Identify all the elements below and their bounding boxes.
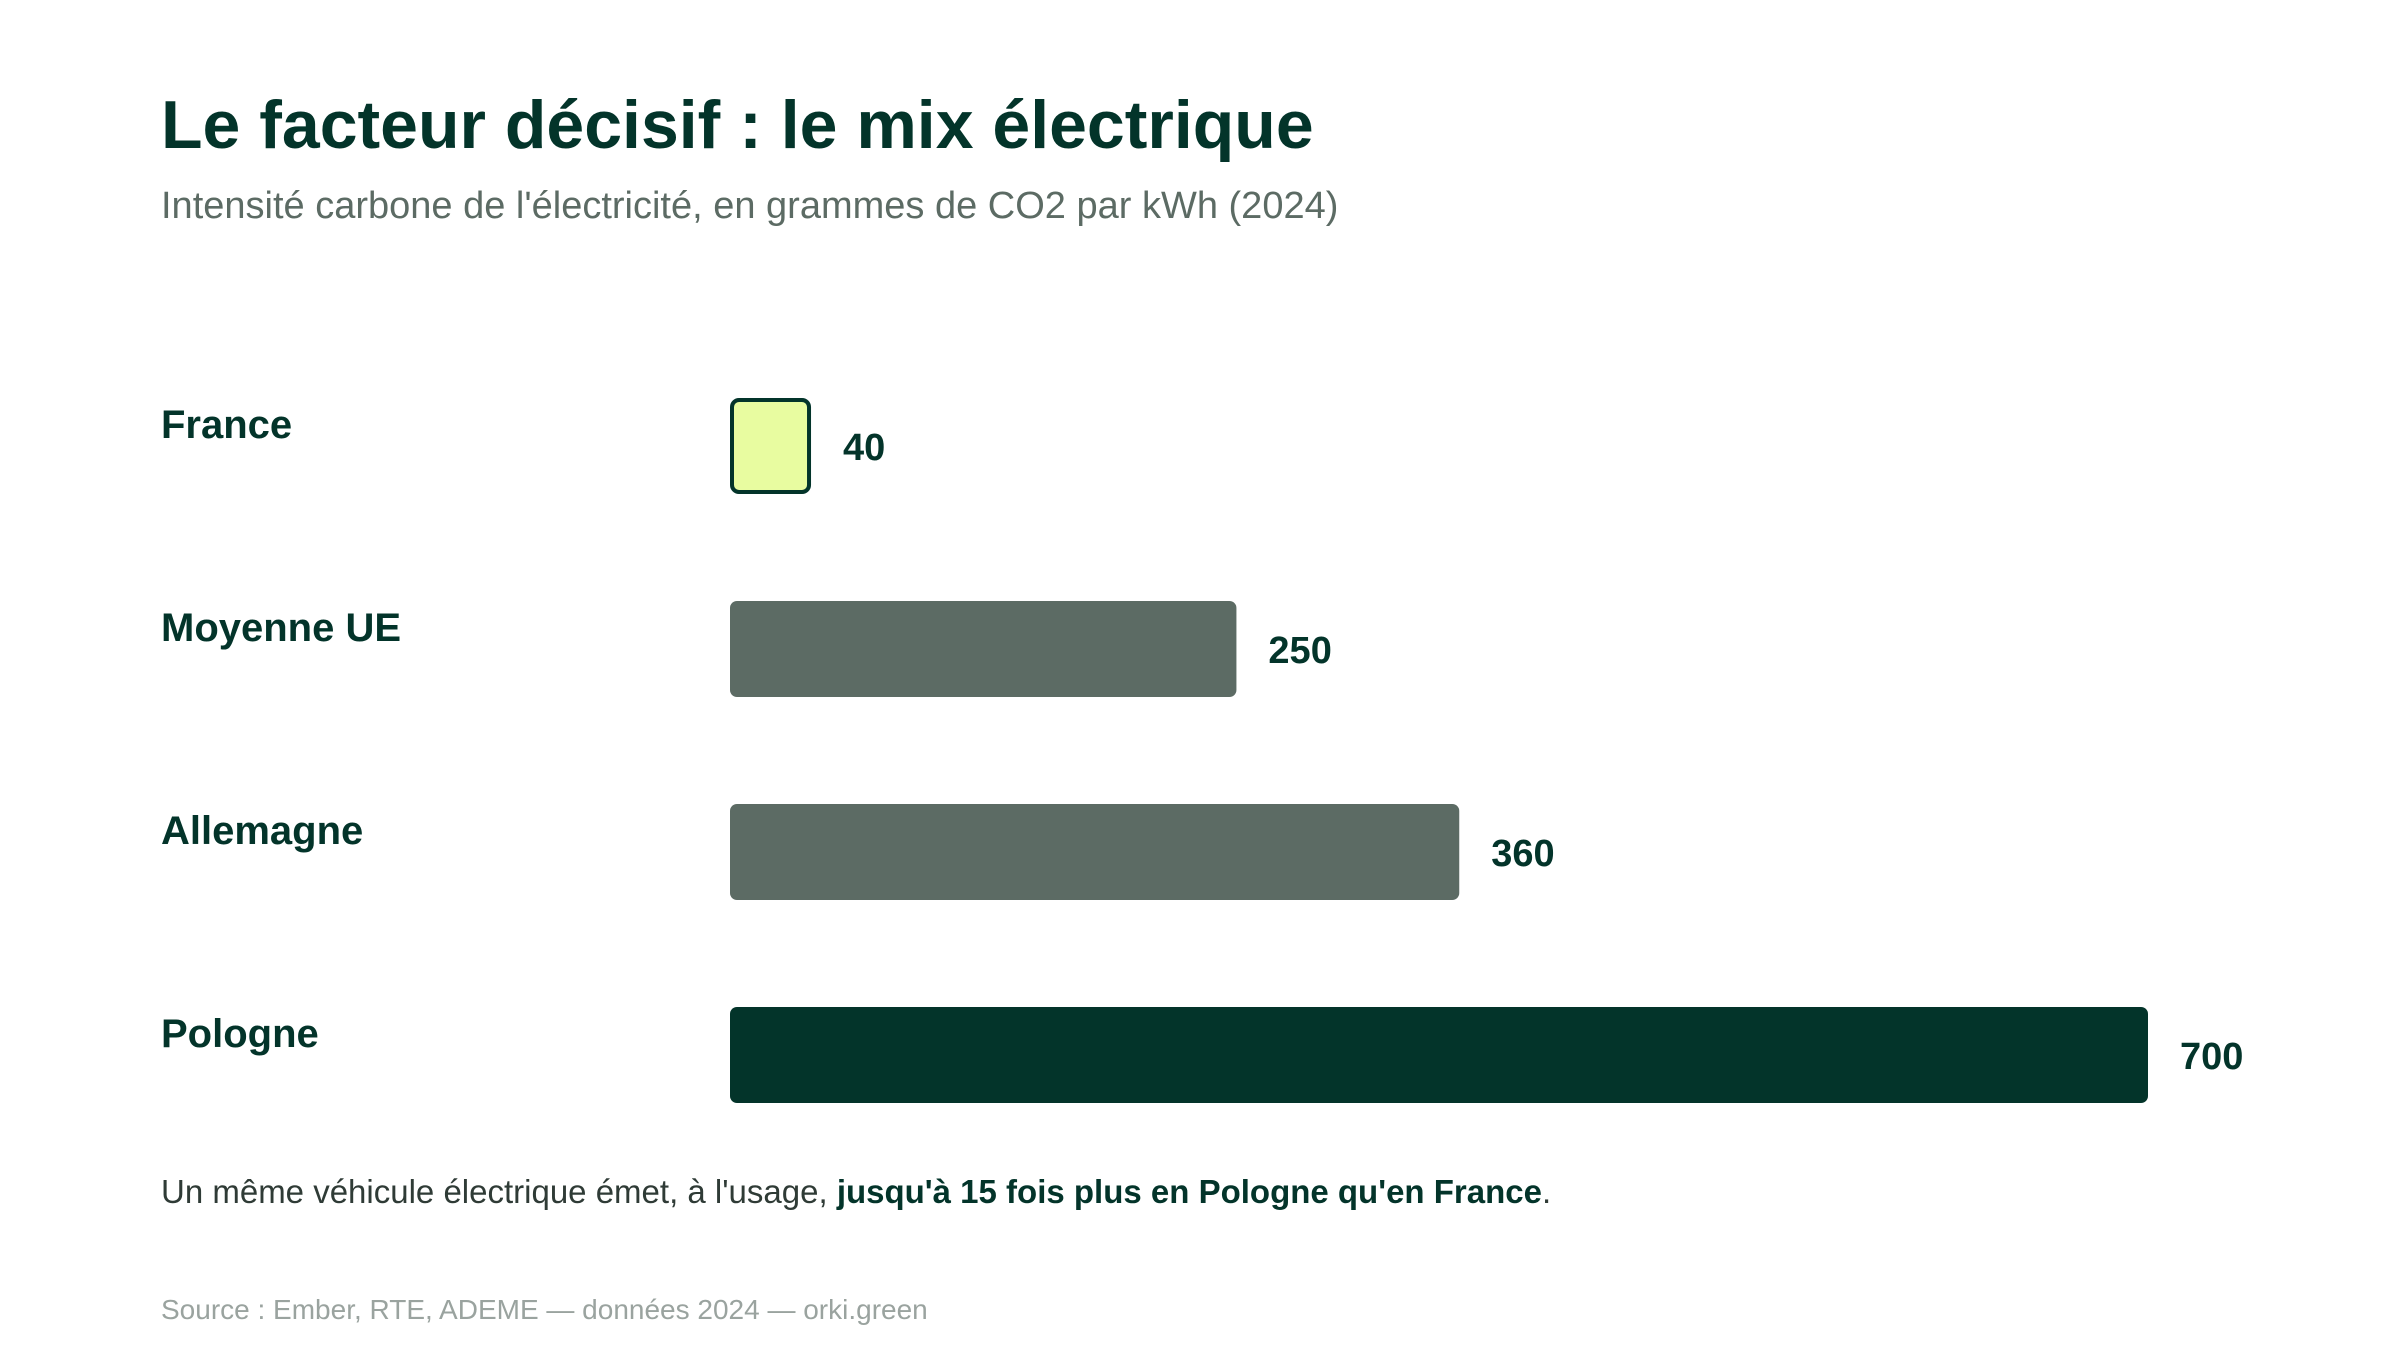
bar [730,601,1237,697]
bar [730,398,812,494]
note-prefix: Un même véhicule électrique émet, à l'us… [161,1173,837,1210]
chart-note: Un même véhicule électrique émet, à l'us… [161,1172,1551,1212]
note-emphasis: jusqu'à 15 fois plus en Pologne qu'en Fr… [836,1173,1542,1210]
value-label: 250 [1268,630,1331,672]
category-label: Moyenne UE [161,606,401,650]
category-label: France [161,403,292,447]
bar [730,1007,2148,1103]
bar [730,804,1460,900]
category-label: Allemagne [161,809,363,853]
category-label: Pologne [161,1012,319,1056]
note-suffix: . [1541,1173,1552,1210]
value-label: 40 [843,427,885,469]
chart-subtitle: Intensité carbone de l'électricité, en g… [161,185,1339,227]
value-label: 360 [1491,833,1554,875]
value-label: 700 [2180,1036,2243,1078]
chart-title: Le facteur décisif : le mix électrique [161,87,1314,163]
source-note: Source : Ember, RTE, ADEME — données 202… [161,1294,928,1325]
